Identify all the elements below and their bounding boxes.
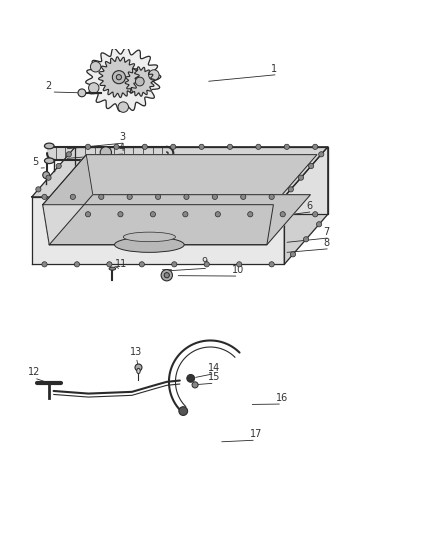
Circle shape — [215, 212, 220, 217]
Circle shape — [187, 375, 194, 382]
Ellipse shape — [109, 267, 116, 270]
Circle shape — [139, 262, 145, 267]
Circle shape — [290, 252, 296, 257]
Circle shape — [74, 262, 80, 267]
Circle shape — [85, 212, 91, 217]
Text: 12: 12 — [28, 367, 40, 377]
Text: 11: 11 — [115, 259, 127, 269]
Text: 5: 5 — [32, 157, 38, 167]
Circle shape — [88, 83, 99, 93]
Circle shape — [199, 144, 204, 149]
Text: 6: 6 — [306, 201, 312, 211]
Circle shape — [240, 194, 246, 199]
Circle shape — [78, 89, 86, 97]
Circle shape — [280, 212, 285, 217]
Circle shape — [142, 144, 148, 149]
Text: 4: 4 — [119, 143, 125, 153]
Circle shape — [107, 262, 112, 267]
Circle shape — [179, 407, 187, 415]
Circle shape — [284, 144, 290, 149]
Ellipse shape — [115, 237, 184, 252]
Circle shape — [288, 187, 293, 192]
Circle shape — [114, 144, 119, 149]
Circle shape — [247, 212, 253, 217]
Circle shape — [204, 262, 209, 267]
Polygon shape — [32, 197, 284, 264]
Circle shape — [135, 364, 142, 371]
Circle shape — [135, 77, 144, 86]
Text: 17: 17 — [250, 429, 262, 439]
Circle shape — [317, 222, 322, 227]
Circle shape — [319, 152, 324, 157]
Circle shape — [43, 172, 49, 179]
Circle shape — [116, 75, 121, 80]
Circle shape — [269, 194, 274, 199]
Circle shape — [46, 175, 51, 180]
Ellipse shape — [45, 143, 54, 149]
Ellipse shape — [137, 368, 140, 374]
Text: 16: 16 — [276, 393, 288, 403]
Polygon shape — [125, 67, 155, 96]
Text: 15: 15 — [208, 372, 220, 382]
Circle shape — [150, 212, 155, 217]
Polygon shape — [43, 205, 273, 245]
Text: 14: 14 — [208, 362, 220, 373]
Circle shape — [227, 144, 233, 149]
Circle shape — [304, 237, 309, 242]
Circle shape — [172, 262, 177, 267]
Circle shape — [313, 212, 318, 217]
Circle shape — [36, 187, 41, 192]
Ellipse shape — [123, 232, 176, 241]
Circle shape — [127, 194, 132, 199]
Polygon shape — [99, 57, 139, 98]
Circle shape — [66, 152, 71, 157]
Circle shape — [313, 144, 318, 149]
Text: 7: 7 — [323, 227, 330, 237]
Circle shape — [85, 144, 91, 149]
Circle shape — [118, 212, 123, 217]
Circle shape — [212, 194, 218, 199]
Circle shape — [42, 262, 47, 267]
Text: 2: 2 — [45, 81, 51, 91]
Circle shape — [90, 61, 101, 72]
Text: 1: 1 — [271, 64, 277, 74]
Circle shape — [42, 194, 47, 199]
Circle shape — [99, 194, 104, 199]
Circle shape — [148, 70, 159, 80]
Circle shape — [183, 212, 188, 217]
Ellipse shape — [45, 158, 54, 164]
Text: 13: 13 — [130, 346, 142, 357]
Circle shape — [56, 164, 61, 168]
Polygon shape — [284, 147, 328, 264]
Text: 8: 8 — [323, 238, 329, 248]
Circle shape — [70, 194, 75, 199]
Circle shape — [118, 102, 128, 112]
Circle shape — [113, 71, 125, 84]
Circle shape — [170, 144, 176, 149]
Circle shape — [161, 270, 173, 281]
Polygon shape — [49, 195, 311, 245]
Text: 9: 9 — [201, 257, 208, 268]
Polygon shape — [86, 47, 161, 111]
Polygon shape — [43, 155, 317, 205]
Circle shape — [308, 164, 314, 168]
Text: 3: 3 — [119, 132, 125, 142]
Polygon shape — [32, 147, 328, 197]
Circle shape — [298, 175, 304, 180]
Circle shape — [184, 194, 189, 199]
Circle shape — [256, 144, 261, 149]
Polygon shape — [43, 155, 93, 245]
Circle shape — [164, 272, 170, 278]
Text: 10: 10 — [232, 265, 244, 275]
Circle shape — [100, 147, 112, 158]
Circle shape — [237, 262, 242, 267]
Circle shape — [192, 382, 198, 388]
Circle shape — [269, 262, 274, 267]
Circle shape — [155, 194, 161, 199]
Polygon shape — [75, 147, 328, 214]
